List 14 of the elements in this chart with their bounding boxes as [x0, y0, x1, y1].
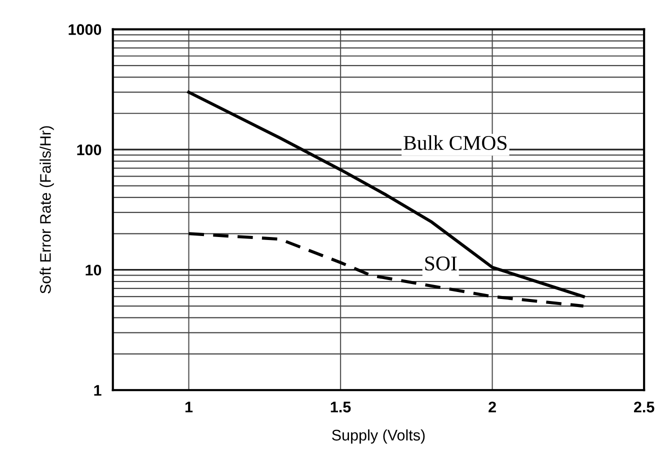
x-tick-label: 1 [185, 402, 193, 412]
x-tick-label: 2 [488, 402, 496, 412]
y-tick-label: 1 [94, 385, 102, 396]
series-label: SOI [425, 256, 457, 271]
y-tick-label: 100 [77, 144, 102, 156]
x-tick-label: 1.5 [330, 402, 351, 412]
x-axis-title: Supply (Volts) [332, 429, 425, 444]
line-series [187, 90, 585, 298]
text: Bulk CMOS [404, 135, 507, 150]
y-tick-label: 10 [86, 264, 102, 276]
y-tick-label: 1000 [68, 24, 102, 35]
x-tick-label: 2.5 [634, 402, 654, 412]
y-axis-title: Soft Error Rate (Fails/Hr) [40, 126, 54, 294]
line-series [187, 232, 585, 308]
